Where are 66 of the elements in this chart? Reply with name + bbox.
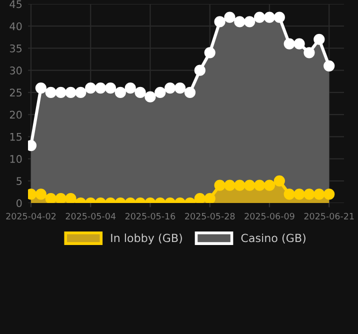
point [304, 188, 315, 200]
legend-label: Casino (GB) [241, 234, 306, 244]
point [174, 82, 186, 94]
point [65, 193, 76, 203]
y-tick-label: 40 [10, 22, 22, 30]
point [294, 188, 305, 200]
point [45, 86, 56, 98]
x-tick-label: 2025-04-02 [6, 212, 56, 220]
point [314, 188, 325, 200]
legend-label: In lobby (GB) [111, 234, 182, 244]
point [94, 82, 106, 94]
point [234, 180, 246, 191]
point [45, 193, 56, 203]
y-tick-label: 15 [10, 133, 22, 141]
point [164, 82, 176, 94]
point [324, 188, 335, 200]
x-tick-label: 2025-06-09 [244, 212, 294, 220]
point [204, 193, 216, 203]
x-tick-label: 2025-06-21 [304, 212, 354, 220]
point [194, 193, 206, 203]
point [85, 82, 96, 94]
point [274, 12, 285, 23]
x-tick-label: 2025-05-04 [66, 212, 116, 220]
point [284, 188, 295, 200]
y-tick-label: 5 [16, 177, 22, 185]
point [244, 16, 256, 28]
point [324, 60, 335, 72]
point [314, 34, 325, 45]
point [264, 12, 276, 23]
point [244, 180, 256, 191]
point [35, 188, 46, 200]
x-tick-label: 2025-05-16 [125, 212, 176, 220]
point [214, 180, 226, 191]
point [264, 180, 276, 191]
y-tick-label: 45 [10, 0, 22, 8]
y-tick-label: 20 [10, 110, 22, 119]
point [154, 86, 166, 98]
point [35, 82, 46, 94]
point [144, 91, 156, 102]
y-tick-label: 0 [16, 199, 22, 208]
point [224, 12, 236, 23]
point [104, 82, 116, 94]
point [75, 86, 86, 98]
y-tick-label: 10 [10, 155, 22, 163]
y-tick-label: 35 [10, 44, 22, 52]
point [184, 86, 196, 98]
point [204, 47, 216, 58]
point [65, 86, 76, 98]
point [214, 16, 226, 28]
point [224, 180, 236, 191]
point [234, 16, 246, 28]
point [304, 47, 315, 58]
point [134, 86, 146, 98]
x-tick-label: 2025-05-28 [185, 212, 235, 220]
point [114, 86, 126, 98]
point [55, 193, 66, 203]
point [254, 12, 266, 23]
point [254, 180, 266, 191]
point [284, 38, 295, 50]
point [274, 175, 285, 186]
point [294, 38, 305, 50]
y-tick-label: 25 [10, 88, 22, 97]
point [55, 86, 66, 98]
point [124, 82, 136, 94]
point [194, 64, 206, 76]
y-tick-label: 30 [10, 66, 22, 74]
